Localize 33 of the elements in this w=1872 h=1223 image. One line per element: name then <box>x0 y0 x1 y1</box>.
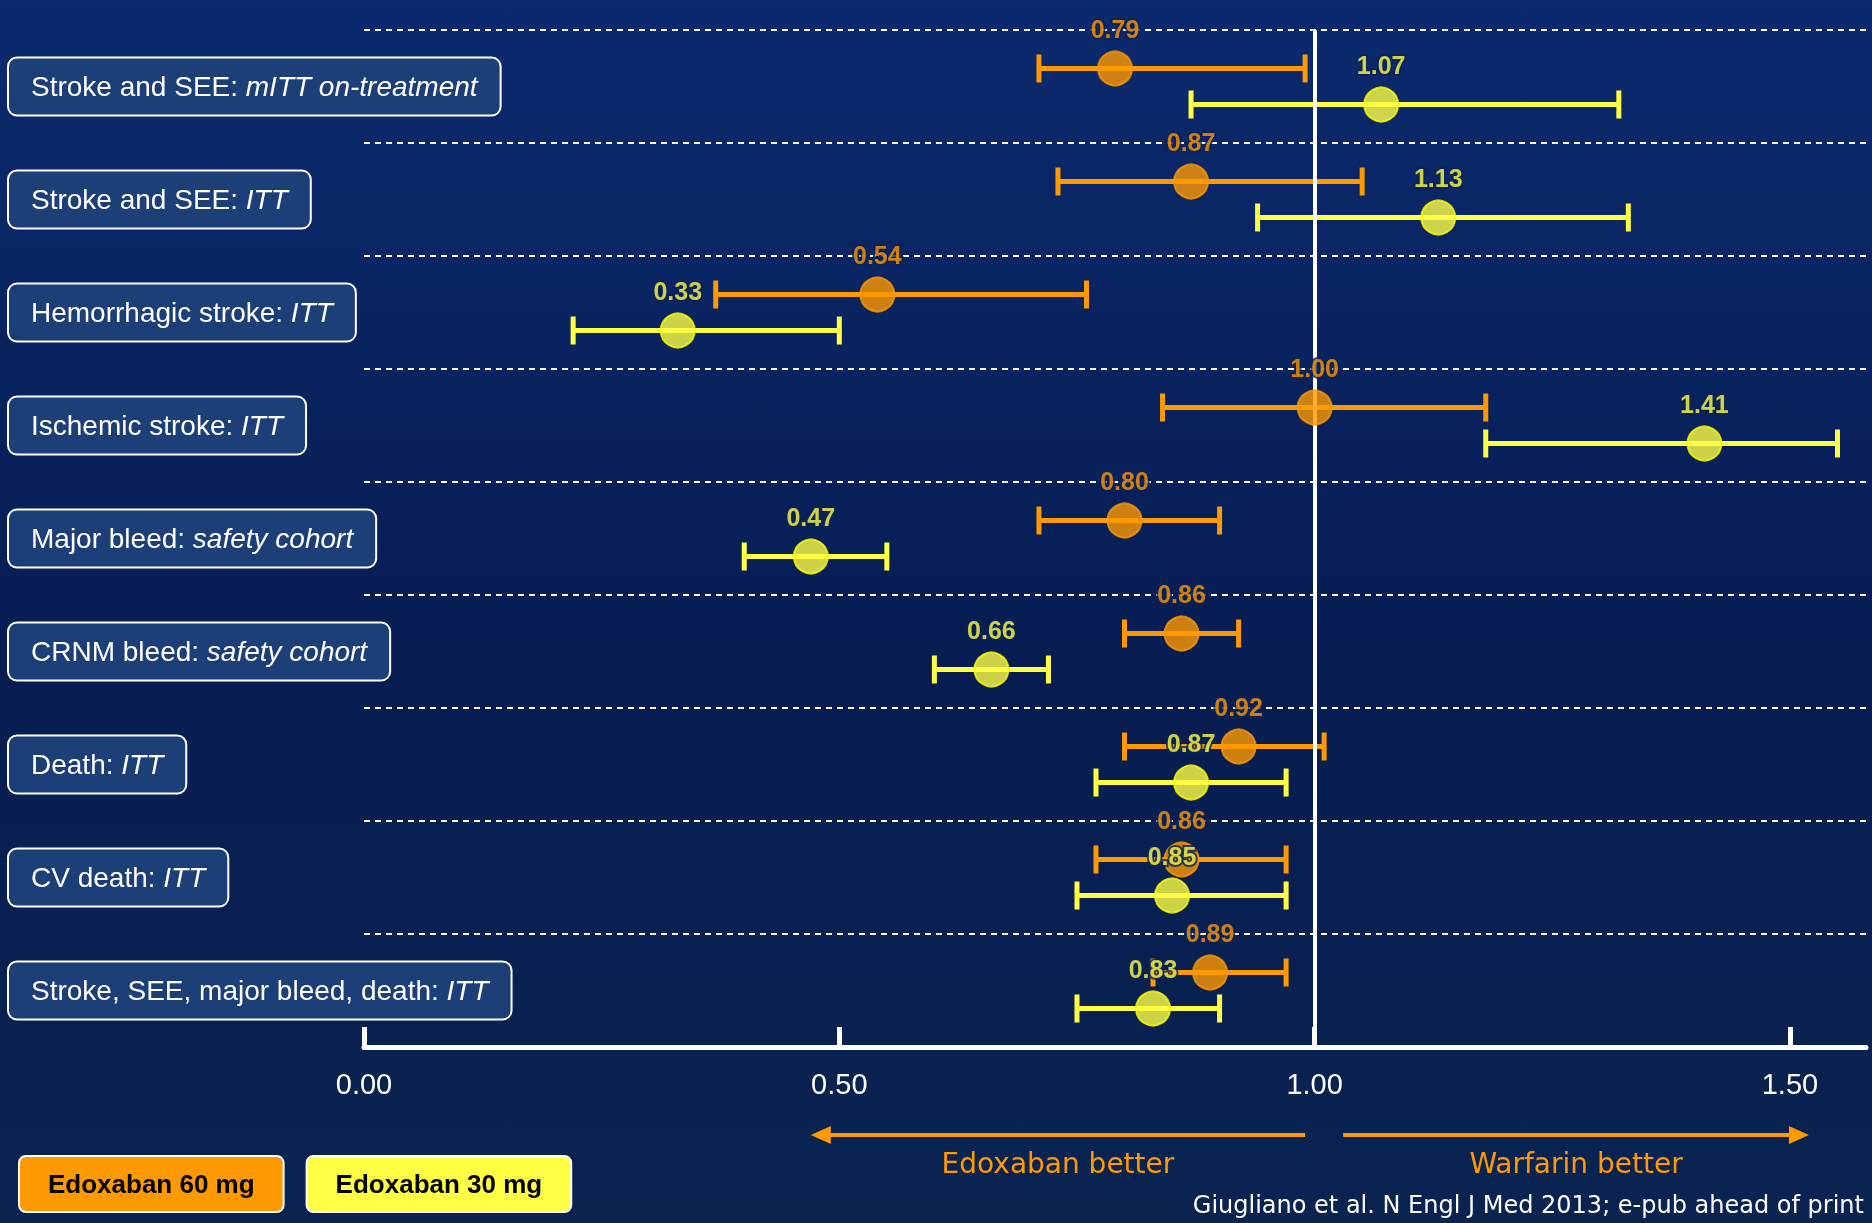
text: Giugliano et al. N Engl J Med 2013; e-pub ahead of print <box>1192 1191 1864 1219</box>
data-label: 0.79 <box>1090 15 1140 43</box>
y-tick-label: Ischemic stroke: ITT <box>31 410 285 441</box>
x-tick-label: 1.50 <box>1761 1067 1819 1100</box>
y-tick-label: Hemorrhagic stroke: ITT <box>31 297 335 328</box>
y-tick-label: Stroke and SEE: mITT on-treatment <box>31 71 479 102</box>
y-tick-label: Major bleed: safety cohort <box>31 523 355 554</box>
y-tick-label: Stroke, SEE, major bleed, death: ITT <box>31 975 491 1006</box>
data-label: 0.89 <box>1185 919 1235 947</box>
data-label: 1.13 <box>1413 164 1463 192</box>
data-label: 0.86 <box>1157 806 1206 834</box>
data-label: 0.47 <box>786 503 836 531</box>
y-tick-label: Stroke and SEE: ITT <box>31 184 290 215</box>
data-label: 0.87 <box>1166 128 1216 156</box>
data-label: 1.41 <box>1680 390 1729 418</box>
text: Warfarin better <box>1469 1147 1683 1180</box>
text: Edoxaban 30 mg <box>335 1169 543 1199</box>
x-tick-label: 0.50 <box>811 1067 868 1100</box>
text: Edoxaban 60 mg <box>48 1169 255 1199</box>
data-label: 0.33 <box>653 277 703 305</box>
text: Edoxaban better <box>941 1147 1175 1180</box>
data-label: 0.80 <box>1100 467 1149 495</box>
data-label: 0.92 <box>1214 693 1263 721</box>
data-label: 0.54 <box>853 241 902 269</box>
data-label: 1.07 <box>1356 51 1406 79</box>
data-label: 0.85 <box>1147 842 1197 870</box>
x-tick-label: 1.00 <box>1286 1067 1343 1100</box>
y-tick-label: CV death: ITT <box>31 862 208 893</box>
data-label: 0.66 <box>967 616 1016 644</box>
x-tick-label: 0.00 <box>335 1067 393 1100</box>
y-tick-label: Death: ITT <box>31 749 166 780</box>
y-tick-label: CRNM bleed: safety cohort <box>31 636 369 667</box>
data-label: 0.86 <box>1157 580 1206 608</box>
